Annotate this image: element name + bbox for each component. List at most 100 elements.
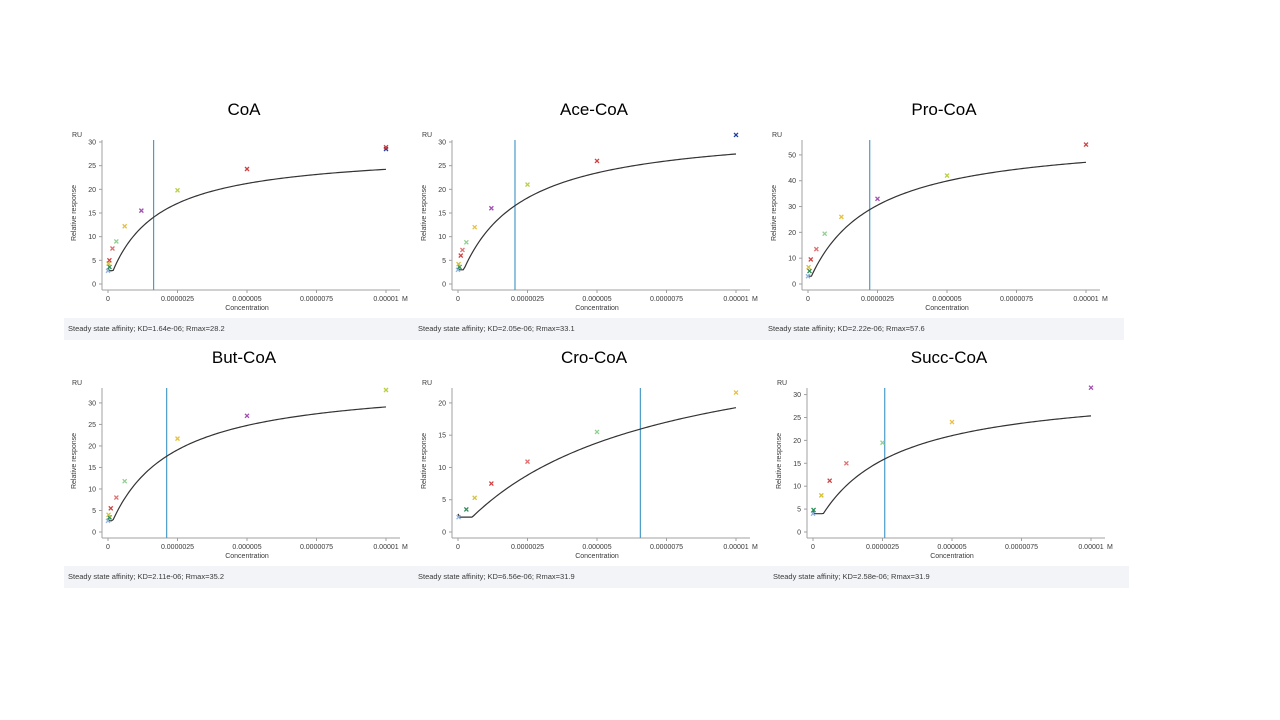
data-point	[472, 224, 478, 230]
x-axis-label: Concentration	[575, 305, 619, 312]
y-tick-label: 0	[442, 282, 446, 289]
x-tick-label: 0.00001	[373, 544, 398, 551]
y-tick-label: 20	[438, 187, 446, 194]
chart-title: CoA	[227, 100, 261, 119]
y-tick-label: 10	[788, 256, 796, 263]
y-unit-label: RU	[422, 132, 432, 139]
data-point	[472, 495, 478, 501]
x-tick-label: 0.00001	[723, 544, 748, 551]
x-tick-label: 0.0000075	[1005, 544, 1038, 551]
fit-summary-footer: Steady state affinity; KD=1.64e-06; Rmax…	[64, 318, 424, 340]
y-tick-label: 0	[797, 530, 801, 537]
x-unit-label: M	[1102, 296, 1108, 303]
data-point	[875, 196, 880, 202]
x-tick-label: 0.00001	[1078, 544, 1103, 551]
chart-title: Pro-CoA	[911, 100, 977, 119]
chart-panel: Cro-CoA 0 5 10 15 20 0 0.0000025 0.000005 0.00000…	[414, 348, 774, 598]
x-tick-label: 0	[806, 296, 810, 303]
fit-summary-footer: Steady state affinity; KD=2.22e-06; Rmax…	[764, 318, 1124, 340]
chart-title: But-CoA	[211, 348, 277, 367]
data-point	[113, 495, 119, 501]
plot-area: 0 5 10 15 20 25 30 0 0.0000025 0.000005 0.0000075 0…	[421, 132, 758, 312]
data-point	[109, 246, 115, 251]
data-point	[459, 247, 465, 253]
y-tick-label: 50	[788, 152, 796, 159]
data-point	[113, 238, 119, 244]
data-point	[1088, 385, 1094, 391]
fit-curve	[107, 168, 387, 272]
plot-area: 0 5 10 15 20 25 30 0 0.0000025 0.000005 0.0000075 0…	[71, 380, 408, 560]
fit-curve	[107, 406, 387, 522]
data-point	[838, 214, 844, 220]
x-tick-label: 0.00001	[373, 296, 398, 303]
data-point	[105, 268, 111, 274]
data-point	[122, 478, 128, 484]
data-point	[822, 231, 828, 237]
y-tick-label: 10	[438, 465, 446, 472]
data-point	[383, 387, 389, 393]
data-point	[105, 518, 111, 524]
fit-summary-footer: Steady state affinity; KD=2.05e-06; Rmax…	[414, 318, 774, 340]
x-axis-label: Concentration	[930, 553, 974, 560]
chart-panel: CoA 0 5 10 15 20 25 30 0 0.0000025 0.000005 0.00000…	[64, 100, 424, 350]
y-axis-label: Relative response	[421, 185, 428, 241]
y-tick-label: 5	[92, 258, 96, 265]
y-tick-label: 20	[88, 187, 96, 194]
y-unit-label: RU	[777, 380, 787, 387]
x-tick-label: 0.0000075	[300, 296, 333, 303]
fit-summary-footer: Steady state affinity; KD=2.11e-06; Rmax…	[64, 566, 424, 588]
y-tick-label: 0	[92, 282, 96, 289]
y-tick-label: 5	[442, 497, 446, 504]
y-tick-label: 25	[88, 422, 96, 429]
data-point	[733, 390, 739, 396]
data-point	[811, 507, 817, 513]
data-point	[733, 132, 739, 138]
data-point	[1083, 142, 1089, 148]
y-tick-label: 5	[92, 508, 96, 515]
data-point	[818, 492, 824, 498]
y-tick-label: 40	[788, 178, 796, 185]
y-tick-label: 10	[88, 234, 96, 241]
y-tick-label: 25	[88, 163, 96, 170]
data-point	[138, 208, 144, 214]
plot-area: 0 5 10 15 20 25 30 0 0.0000025 0.000005 0.0000075 0…	[71, 132, 408, 312]
data-point	[594, 158, 600, 164]
x-unit-label: M	[402, 544, 408, 551]
x-tick-label: 0.0000025	[161, 544, 194, 551]
x-tick-label: 0.0000025	[861, 296, 894, 303]
data-point	[456, 514, 462, 520]
y-unit-label: RU	[72, 132, 82, 139]
data-point	[463, 506, 469, 512]
data-point	[880, 440, 885, 446]
chart-panel: Ace-CoA 0 5 10 15 20 25 30 0 0.0000025 0.000005 0.0…	[414, 100, 774, 350]
fit-summary-footer: Steady state affinity; KD=2.58e-06; Rmax…	[769, 566, 1129, 588]
x-tick-label: 0	[106, 296, 110, 303]
data-point	[383, 144, 389, 150]
plot-area: 0 5 10 15 20 0 0.0000025 0.000005 0.0000075 0.000…	[421, 380, 758, 560]
x-tick-label: 0.000005	[582, 544, 611, 551]
x-unit-label: M	[752, 544, 758, 551]
y-unit-label: RU	[772, 132, 782, 139]
y-axis-label: Relative response	[71, 433, 78, 489]
data-point	[805, 273, 811, 279]
y-tick-label: 15	[88, 211, 96, 218]
plot-area: 0 5 10 15 20 25 30 0 0.0000025 0.000005 0.0000075 0…	[776, 380, 1113, 560]
y-axis-label: Relative response	[71, 185, 78, 241]
y-tick-label: 10	[438, 234, 446, 241]
y-tick-label: 30	[88, 140, 96, 147]
x-tick-label: 0.000005	[232, 544, 261, 551]
data-point	[810, 511, 816, 517]
data-point	[175, 187, 180, 193]
x-tick-label: 0.000005	[582, 296, 611, 303]
fit-curve	[807, 161, 1087, 277]
data-point	[944, 173, 950, 179]
data-point	[949, 419, 955, 425]
x-tick-label: 0	[106, 544, 110, 551]
data-point	[827, 478, 833, 484]
x-tick-label: 0.0000075	[650, 296, 683, 303]
y-tick-label: 5	[797, 507, 801, 514]
chart-panel: But-CoA 0 5 10 15 20 25 30 0 0.0000025 0.000005 0.0…	[64, 348, 424, 598]
y-tick-label: 15	[793, 461, 801, 468]
y-tick-label: 15	[438, 433, 446, 440]
